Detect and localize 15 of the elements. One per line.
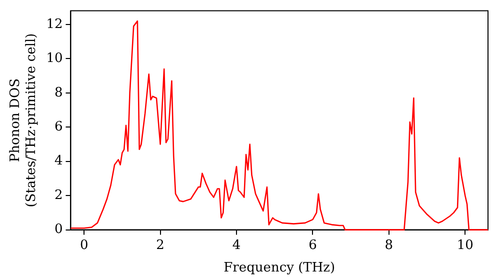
y-tick-label: 4 bbox=[54, 154, 63, 169]
x-axis-title: Frequency (THz) bbox=[224, 260, 336, 276]
y-tick-label: 0 bbox=[54, 222, 63, 238]
x-tick-label: 4 bbox=[232, 238, 241, 253]
x-tick-label: 10 bbox=[456, 238, 474, 253]
y-tick-label: 2 bbox=[54, 188, 63, 203]
y-tick-label: 8 bbox=[54, 85, 63, 100]
y-axis-title: Phonon DOS (States/THz·primitive cell) bbox=[8, 33, 39, 208]
x-tick-label: 0 bbox=[80, 238, 88, 253]
y-tick-label: 10 bbox=[46, 51, 63, 66]
y-tick-label: 6 bbox=[54, 120, 63, 135]
y-tick-label: 12 bbox=[46, 16, 63, 32]
x-tick-label: 6 bbox=[308, 238, 317, 253]
x-tick-label: 8 bbox=[384, 238, 394, 253]
x-tick-label: 2 bbox=[156, 238, 164, 253]
